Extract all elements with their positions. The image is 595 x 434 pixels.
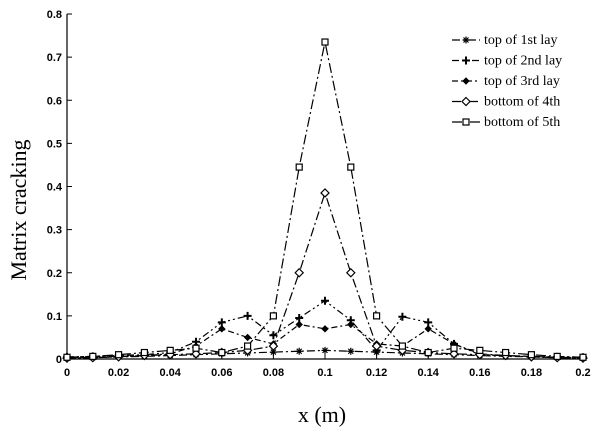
data-point bbox=[345, 267, 356, 278]
data-point bbox=[140, 348, 148, 357]
legend-label: bottom of 5th bbox=[484, 115, 560, 130]
data-point bbox=[502, 348, 510, 357]
data-point bbox=[320, 188, 330, 198]
x-tick-label: 0.2 bbox=[575, 367, 590, 379]
data-point bbox=[166, 346, 174, 354]
x-tick-label: 0.1 bbox=[317, 367, 332, 379]
data-point bbox=[217, 318, 226, 327]
legend-marker bbox=[462, 36, 470, 44]
data-point bbox=[321, 325, 329, 333]
data-point bbox=[295, 347, 303, 355]
x-tick-label: 0.14 bbox=[417, 367, 439, 379]
x-tick-label: 0.04 bbox=[159, 367, 181, 379]
legend-label: top of 3rd lay bbox=[484, 74, 560, 89]
data-point bbox=[321, 346, 329, 354]
data-point bbox=[114, 351, 123, 359]
legend-marker bbox=[462, 118, 470, 126]
data-point bbox=[527, 351, 536, 359]
data-point bbox=[371, 341, 382, 351]
data-point bbox=[218, 325, 226, 333]
y-tick-label: 0.8 bbox=[47, 9, 62, 21]
data-point bbox=[398, 342, 406, 350]
data-point bbox=[321, 296, 329, 305]
x-tick-label: 0.18 bbox=[521, 367, 542, 379]
data-point bbox=[244, 342, 252, 350]
legend-label: top of 1st lay bbox=[484, 33, 558, 48]
data-point bbox=[63, 353, 71, 361]
data-point bbox=[89, 352, 97, 361]
series-lines bbox=[66, 41, 584, 359]
data-point bbox=[553, 352, 561, 361]
x-tick-label: 0.02 bbox=[108, 367, 129, 379]
data-point bbox=[243, 311, 252, 320]
y-tick-label: 0.4 bbox=[47, 182, 63, 194]
data-point bbox=[347, 347, 355, 355]
data-point bbox=[269, 348, 277, 356]
data-point bbox=[295, 163, 303, 171]
y-tick-label: 0 bbox=[56, 354, 62, 366]
y-ticks: 0 0.1 0.2 0.3 0.4 0.5 0.6 0.7 0.8 bbox=[47, 9, 72, 366]
data-point bbox=[373, 312, 381, 320]
legend-label: bottom of 4th bbox=[484, 95, 560, 110]
data-point bbox=[192, 344, 200, 352]
data-point bbox=[398, 312, 407, 321]
series-line bbox=[66, 191, 584, 359]
y-axis-title: Matrix cracking bbox=[6, 139, 31, 280]
data-point bbox=[347, 320, 355, 329]
data-point bbox=[450, 344, 458, 352]
data-point bbox=[347, 163, 355, 171]
legend-marker bbox=[462, 56, 470, 65]
series-line bbox=[66, 41, 584, 358]
y-tick-label: 0.5 bbox=[47, 138, 62, 150]
data-point bbox=[294, 267, 305, 278]
data-point bbox=[269, 312, 277, 320]
data-point bbox=[424, 325, 432, 333]
y-tick-label: 0.1 bbox=[47, 311, 62, 323]
data-point bbox=[321, 38, 329, 46]
data-point bbox=[243, 333, 252, 342]
data-point bbox=[191, 348, 201, 359]
data-point bbox=[424, 318, 433, 327]
x-axis-title: x (m) bbox=[298, 402, 346, 427]
legend-marker bbox=[462, 77, 470, 85]
x-tick-label: 0.06 bbox=[211, 367, 232, 379]
legend-label: top of 2nd lay bbox=[484, 54, 562, 69]
data-point bbox=[476, 346, 484, 354]
data-point bbox=[269, 331, 278, 340]
y-tick-label: 0.7 bbox=[47, 52, 62, 64]
x-tick-label: 0.08 bbox=[263, 367, 284, 379]
data-point bbox=[295, 320, 303, 329]
data-point bbox=[579, 353, 587, 361]
data-point bbox=[295, 314, 304, 323]
data-point bbox=[268, 341, 279, 351]
x-tick-label: 0.12 bbox=[366, 367, 387, 379]
y-tick-label: 0.6 bbox=[47, 95, 62, 107]
x-tick-label: 0 bbox=[64, 367, 70, 379]
series-markers bbox=[62, 38, 588, 363]
y-tick-label: 0.3 bbox=[47, 225, 62, 237]
legend: top of 1st lay top of 2nd lay top of 3rd l… bbox=[452, 33, 562, 130]
data-point bbox=[424, 348, 432, 357]
data-point bbox=[218, 348, 226, 357]
legend-marker bbox=[461, 96, 471, 107]
y-tick-label: 0.2 bbox=[47, 268, 62, 280]
data-point bbox=[449, 348, 459, 359]
x-tick-label: 0.16 bbox=[469, 367, 490, 379]
x-ticks: 0 0.02 0.04 0.06 0.08 0.1 0.12 0.14 0.16 0.18 0.2 bbox=[64, 354, 591, 379]
